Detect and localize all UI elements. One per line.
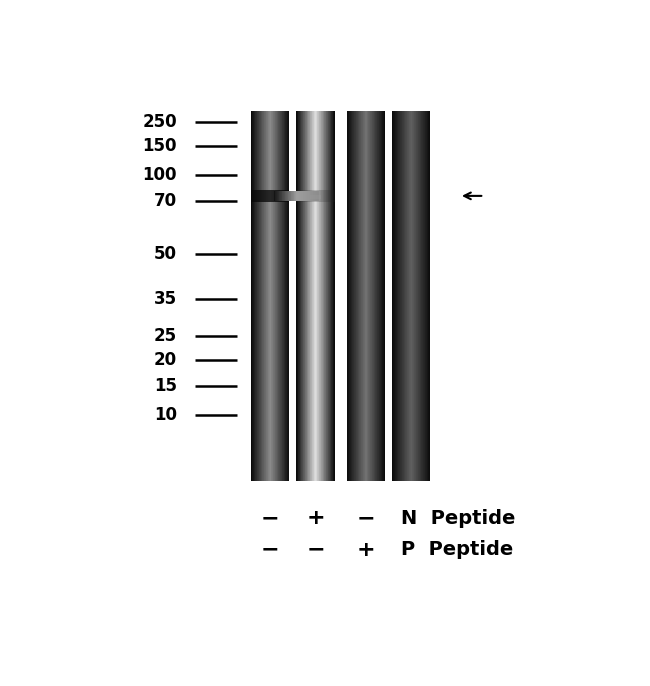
Bar [335,111,346,481]
Bar [283,191,284,200]
Bar [290,191,291,200]
Bar [307,191,308,200]
Text: 10: 10 [154,406,177,424]
Bar [291,191,292,200]
Bar [274,191,275,200]
Text: N  Peptide: N Peptide [401,508,515,528]
Bar [314,191,315,200]
Bar [289,111,296,481]
Text: +: + [306,508,325,528]
Bar [287,191,289,200]
Text: −: − [357,508,375,528]
Text: +: + [357,540,375,560]
Text: −: − [261,540,280,560]
Bar [286,191,287,200]
Text: −: − [306,540,325,560]
Bar [299,191,300,200]
Bar [284,191,285,200]
Bar [313,191,314,200]
Text: 50: 50 [154,245,177,263]
Bar [385,111,392,481]
Bar [310,195,321,200]
Text: 100: 100 [142,166,177,184]
Bar [282,191,283,200]
Bar [303,191,304,200]
Bar [277,191,278,200]
Text: −: − [261,508,280,528]
Bar [310,191,311,200]
Bar [275,191,276,200]
Text: 150: 150 [142,137,177,155]
Bar [311,191,312,200]
Bar [306,191,307,200]
Bar [308,191,309,200]
Bar [289,191,290,200]
Bar [312,191,313,200]
Bar [302,191,303,200]
Text: 70: 70 [154,192,177,210]
Text: 25: 25 [154,327,177,345]
Text: 15: 15 [154,377,177,395]
Bar [301,191,302,200]
Bar [292,191,293,200]
Bar [293,191,294,200]
Bar [317,191,318,200]
Bar [298,191,299,200]
Bar [278,191,280,200]
Text: 20: 20 [154,351,177,368]
Bar [276,191,277,200]
Bar [300,191,301,200]
Text: 250: 250 [142,113,177,131]
Bar [304,191,305,200]
Bar [285,191,286,200]
Bar [318,191,319,200]
Bar [294,191,295,200]
Bar [295,191,296,200]
Bar [240,111,452,481]
Text: P  Peptide: P Peptide [401,541,514,559]
Bar [315,191,317,200]
Text: 35: 35 [154,290,177,308]
Bar [280,191,281,200]
Bar [281,191,282,200]
Bar [296,191,298,200]
Bar [309,191,310,200]
